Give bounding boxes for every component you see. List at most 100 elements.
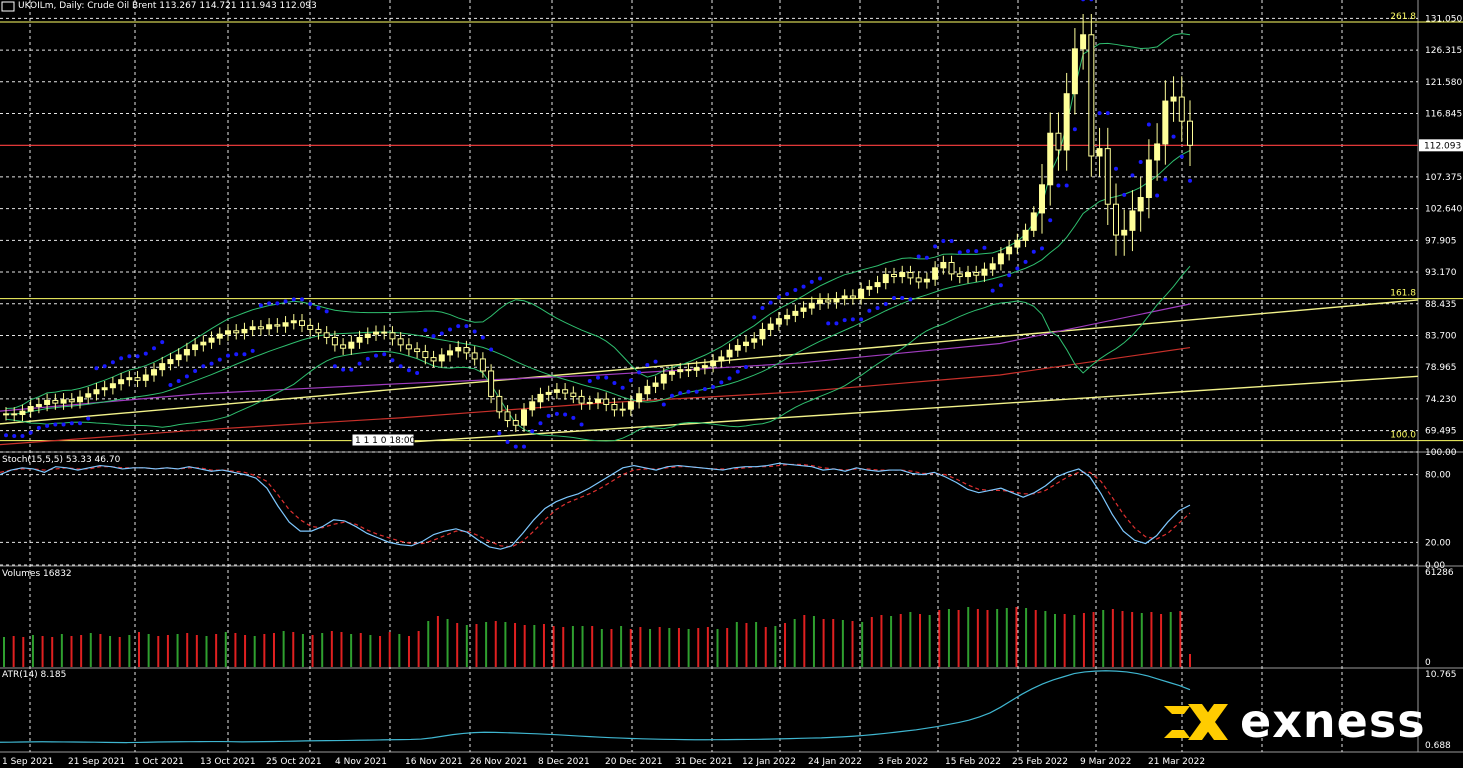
candle-body bbox=[27, 405, 34, 412]
sar-dot bbox=[53, 422, 58, 427]
candle-body bbox=[981, 268, 988, 276]
sar-dot bbox=[45, 423, 50, 428]
sar-dot bbox=[785, 291, 790, 296]
stoch-signal-line bbox=[0, 463, 1191, 548]
sar-dot bbox=[826, 321, 831, 326]
sar-dot bbox=[1007, 273, 1012, 278]
sar-dot bbox=[184, 374, 189, 379]
candle-body bbox=[93, 389, 100, 395]
candle-body bbox=[512, 420, 519, 426]
candle-body bbox=[356, 336, 363, 343]
price-tick-label: 88.435 bbox=[1425, 300, 1457, 310]
sar-dot bbox=[941, 239, 946, 244]
x-axis-label: 25 Oct 2021 bbox=[266, 757, 322, 767]
candle-body bbox=[200, 341, 207, 346]
sar-dot bbox=[332, 364, 337, 369]
sar-dot bbox=[661, 402, 666, 407]
sar-dot bbox=[472, 329, 477, 334]
sar-dot bbox=[892, 295, 896, 300]
sar-dot bbox=[1064, 183, 1069, 188]
candle-body bbox=[1022, 229, 1029, 241]
stoch-main-line bbox=[0, 462, 1191, 550]
candle-body bbox=[743, 341, 749, 347]
price-tick-label: 78.965 bbox=[1425, 363, 1457, 373]
candle-body bbox=[808, 302, 815, 309]
x-axis-label: 26 Nov 2021 bbox=[470, 757, 528, 767]
candle-body bbox=[611, 403, 618, 411]
x-axis-label: 21 Mar 2022 bbox=[1148, 757, 1205, 767]
current-price-label: 112.093 bbox=[1424, 141, 1461, 151]
sar-dot bbox=[464, 324, 469, 329]
sar-dot bbox=[480, 335, 485, 340]
sar-dot bbox=[1122, 192, 1127, 197]
candle-body bbox=[307, 324, 314, 330]
candle-body bbox=[142, 374, 149, 381]
sar-dot bbox=[1031, 249, 1036, 254]
time-marker-box bbox=[351, 433, 415, 447]
sar-dot bbox=[300, 297, 304, 302]
sar-dot bbox=[36, 425, 41, 430]
candle-body bbox=[923, 278, 930, 283]
sar-dot bbox=[382, 352, 387, 357]
sar-dot bbox=[1072, 127, 1077, 132]
sar-dot bbox=[448, 327, 452, 332]
sar-dot bbox=[612, 381, 617, 386]
x-axis-label: 1 Sep 2021 bbox=[2, 757, 53, 767]
candle-body bbox=[488, 370, 495, 397]
sar-dot bbox=[127, 354, 132, 359]
sar-dot bbox=[604, 375, 609, 380]
time-marker-label: 1 1 1 0 18:00 bbox=[355, 436, 416, 446]
sar-dot bbox=[776, 295, 781, 300]
sar-dot bbox=[900, 295, 905, 300]
candle-body bbox=[784, 314, 791, 320]
candle-body bbox=[578, 395, 585, 404]
sar-dot bbox=[242, 352, 247, 357]
sar-dot bbox=[374, 353, 378, 358]
candle-body bbox=[266, 324, 273, 330]
candle-body bbox=[159, 363, 166, 371]
sar-dot bbox=[193, 368, 198, 373]
sar-dot bbox=[809, 279, 814, 284]
sar-dot bbox=[522, 444, 526, 449]
x-axis-label: 20 Dec 2021 bbox=[605, 757, 663, 767]
candle-body bbox=[899, 272, 906, 278]
fib-level-label: 161.8 bbox=[1390, 289, 1416, 299]
sar-dot bbox=[628, 378, 633, 383]
sar-dot bbox=[291, 297, 296, 302]
candle-body bbox=[364, 333, 371, 338]
candle-body bbox=[504, 411, 511, 422]
candle-body bbox=[595, 398, 601, 403]
candle-body bbox=[1063, 93, 1070, 151]
candle-body bbox=[52, 399, 59, 404]
sar-dot bbox=[571, 415, 576, 420]
candle-body bbox=[1154, 143, 1161, 161]
candle-body bbox=[940, 261, 947, 269]
sar-dot bbox=[587, 379, 592, 384]
trendline-lower bbox=[389, 375, 1419, 445]
sar-dot bbox=[20, 433, 25, 438]
sar-dot bbox=[4, 433, 8, 438]
sar-dot bbox=[226, 353, 230, 358]
candle-body bbox=[77, 396, 83, 403]
candle-body bbox=[1129, 210, 1136, 231]
sar-dot bbox=[982, 245, 987, 250]
sar-dot bbox=[1155, 193, 1160, 198]
price-tick-label: 126.315 bbox=[1425, 46, 1462, 56]
candle-body bbox=[290, 320, 297, 324]
sar-dot bbox=[752, 315, 757, 320]
stoch-level-label: 80.00 bbox=[1425, 471, 1451, 481]
candle-body bbox=[381, 331, 388, 334]
sar-dot bbox=[1040, 246, 1044, 251]
sar-dot bbox=[768, 300, 773, 305]
bollinger-middle bbox=[5, 150, 1191, 415]
candle-body bbox=[1096, 148, 1103, 157]
stoch-level-label: 100.00 bbox=[1425, 448, 1457, 458]
price-tick-label: 116.845 bbox=[1425, 109, 1462, 119]
candle-body bbox=[619, 408, 626, 411]
sar-dot bbox=[86, 416, 91, 421]
sar-dot bbox=[554, 411, 559, 416]
sar-dot bbox=[489, 347, 494, 352]
sar-dot bbox=[1171, 134, 1176, 139]
sar-dot bbox=[324, 309, 329, 314]
price-tick-label: 97.905 bbox=[1425, 236, 1457, 246]
